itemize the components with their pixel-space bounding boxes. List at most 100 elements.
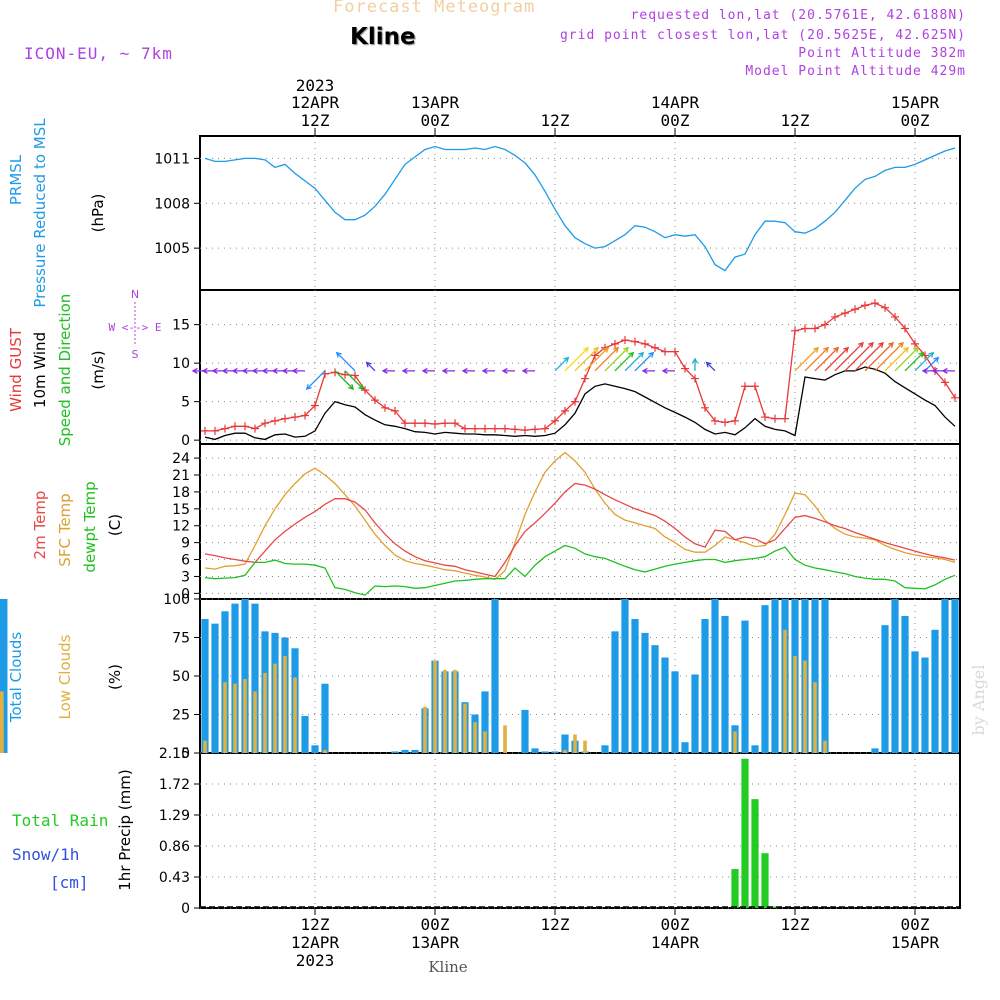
low-cloud-bar bbox=[503, 725, 507, 753]
wind-direction-arrow bbox=[365, 361, 376, 372]
rain-bar bbox=[741, 758, 749, 908]
low-cloud-bar bbox=[733, 731, 737, 753]
label-low-clouds: Low Clouds bbox=[56, 634, 74, 719]
low-cloud-bar bbox=[0, 725, 4, 753]
compass-north: N bbox=[131, 288, 139, 301]
wind-direction-arrow bbox=[705, 361, 716, 372]
bottom-time-label: 00Z bbox=[661, 915, 690, 934]
gust-marker bbox=[691, 374, 699, 383]
total-cloud-bar bbox=[661, 657, 669, 753]
low-cloud-bar bbox=[293, 677, 297, 753]
gust-marker bbox=[761, 413, 769, 422]
wind-direction-arrow bbox=[554, 356, 570, 372]
wind-direction-arrow bbox=[941, 367, 955, 374]
gust-marker bbox=[351, 371, 359, 380]
label-prmsl-group: PRMSL bbox=[7, 154, 25, 205]
gust-marker bbox=[391, 406, 399, 415]
model-altitude: Model Point Altitude 429m bbox=[745, 64, 966, 79]
y-tick-label: 21 bbox=[172, 468, 190, 484]
gust-marker bbox=[661, 347, 669, 356]
low-cloud-bar bbox=[473, 722, 477, 753]
low-cloud-bar bbox=[783, 629, 787, 753]
gust-marker bbox=[481, 424, 489, 433]
gust-marker bbox=[491, 424, 499, 433]
wind-direction-arrow bbox=[661, 367, 675, 374]
label-dewpoint-group: dewpt Temp bbox=[81, 481, 99, 572]
total-cloud-bar bbox=[921, 657, 929, 753]
label-low-clouds-group: Low Clouds bbox=[56, 634, 74, 719]
label-total-rain: Total Rain bbox=[12, 811, 108, 830]
gust-marker bbox=[821, 320, 829, 329]
total-cloud-bar bbox=[391, 751, 399, 753]
total-cloud-bar bbox=[761, 605, 769, 753]
low-cloud-bar bbox=[793, 655, 797, 753]
total-cloud-bar bbox=[541, 751, 549, 753]
total-cloud-bar bbox=[321, 683, 329, 753]
label-sfc-temp: SFC Temp bbox=[56, 493, 74, 566]
label-celsius-group: (C) bbox=[106, 514, 124, 536]
gust-marker bbox=[781, 414, 789, 423]
wind-direction-arrow bbox=[634, 351, 655, 372]
gust-marker bbox=[511, 425, 519, 434]
top-time-label: 12Z bbox=[781, 111, 810, 130]
dewpoint-line bbox=[204, 544, 956, 596]
gust-marker bbox=[871, 299, 879, 308]
label-1hr-precip-group: 1hr Precip (mm) bbox=[116, 769, 134, 890]
gust-marker bbox=[571, 397, 579, 406]
gust-marker bbox=[291, 413, 299, 422]
gust-marker bbox=[541, 424, 549, 433]
label-10m-wind-group: 10m Wind bbox=[31, 332, 49, 408]
wind-direction-arrow bbox=[844, 341, 874, 372]
gust-marker bbox=[941, 378, 949, 387]
gust-marker bbox=[371, 396, 379, 405]
total-cloud-bar bbox=[911, 651, 919, 753]
y-tick-label: 0.43 bbox=[159, 870, 190, 886]
panel-1-frame bbox=[199, 135, 961, 291]
total-cloud-bar bbox=[531, 748, 539, 753]
gust-marker bbox=[711, 416, 719, 425]
total-cloud-bar bbox=[681, 742, 689, 753]
label-ms-group: (m/s) bbox=[89, 350, 107, 389]
y-tick-label: 1005 bbox=[154, 241, 190, 257]
total-cloud-bar bbox=[481, 691, 489, 753]
low-cloud-bar bbox=[273, 663, 277, 753]
label-ms: (m/s) bbox=[89, 350, 107, 389]
bottom-date-label: 13APR bbox=[411, 933, 460, 952]
label-2m-temp-group: 2m Temp bbox=[31, 491, 49, 560]
total-cloud-bar bbox=[951, 599, 959, 753]
label-total-clouds-group: Total Clouds bbox=[7, 632, 25, 724]
wind-direction-arrow bbox=[335, 351, 356, 372]
wind-direction-arrow bbox=[441, 367, 455, 374]
total-cloud-bar bbox=[721, 615, 729, 753]
total-cloud-bar bbox=[201, 619, 209, 753]
low-cloud-bar bbox=[803, 660, 807, 753]
gust-marker bbox=[831, 312, 839, 321]
low-cloud-bar bbox=[823, 740, 827, 753]
total-cloud-bar bbox=[671, 671, 679, 753]
gust-marker bbox=[671, 347, 679, 356]
y-tick-label: 0 bbox=[181, 433, 190, 449]
gust-marker bbox=[451, 419, 459, 428]
gust-marker bbox=[851, 305, 859, 314]
label-prmsl: PRMSL bbox=[7, 154, 25, 205]
top-time-label: 00Z bbox=[661, 111, 690, 130]
requested-coords: requested lon,lat (20.5761E, 42.6188N) bbox=[630, 8, 966, 23]
gust-marker bbox=[411, 419, 419, 428]
gust-marker bbox=[501, 424, 509, 433]
y-tick-label: 25 bbox=[172, 708, 190, 724]
y-tick-label: 1011 bbox=[154, 151, 190, 167]
low-cloud-bar bbox=[323, 749, 327, 753]
y-tick-label: 3 bbox=[181, 569, 190, 585]
gust-marker bbox=[861, 301, 869, 310]
gust-marker bbox=[791, 326, 799, 335]
gust-marker bbox=[651, 343, 659, 352]
label-2m-temp: 2m Temp bbox=[31, 491, 49, 560]
label-hpa: (hPa) bbox=[89, 194, 107, 233]
gust-marker bbox=[461, 424, 469, 433]
top-date-label: 14APR bbox=[651, 93, 700, 112]
gust-marker bbox=[891, 312, 899, 321]
low-cloud-bar bbox=[243, 679, 247, 753]
rain-bar bbox=[761, 853, 769, 908]
y-tick-label: 0 bbox=[181, 746, 190, 762]
total-cloud-bar bbox=[601, 745, 609, 753]
